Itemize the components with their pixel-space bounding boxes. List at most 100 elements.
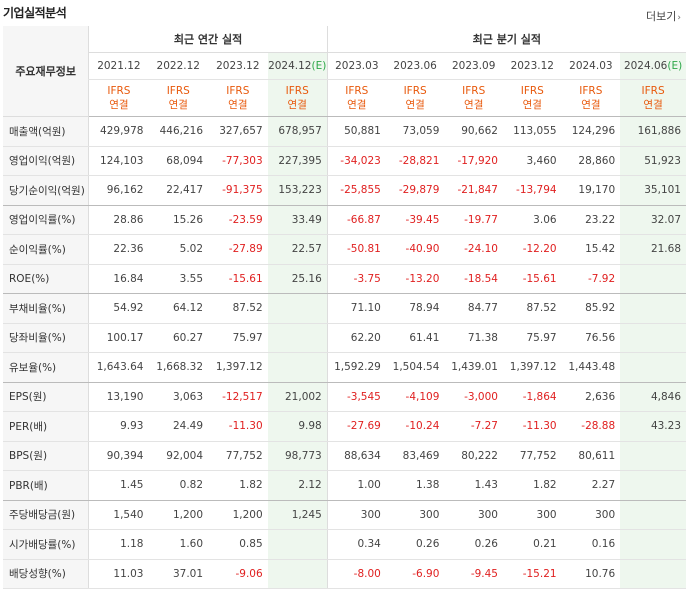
table-cell: 300	[444, 500, 503, 530]
table-cell: 3,460	[502, 146, 562, 176]
row-label: 영업이익률(%)	[3, 205, 89, 235]
table-cell: 300	[561, 500, 621, 530]
table-cell: 71.38	[444, 323, 503, 353]
section-title: 기업실적분석	[3, 6, 67, 20]
report-type-header: IFRS 연결	[88, 79, 149, 117]
report-scope: 연결	[109, 99, 129, 111]
table-cell: -11.30	[502, 411, 562, 442]
table-cell: 71.10	[326, 293, 386, 324]
table-cell: 1.38	[385, 470, 445, 501]
table-row: 당좌비율(%) 100.17 60.27 75.97 62.20 61.41 71.38 75…	[3, 323, 686, 353]
report-standard: IFRS	[462, 85, 486, 97]
table-cell: -27.89	[208, 234, 268, 265]
period-header: 2023.06	[385, 52, 445, 80]
table-cell: 62.20	[326, 323, 386, 353]
table-cell: 43.23	[620, 411, 686, 442]
table-cell: -25,855	[326, 175, 386, 206]
annual-group-header: 최근 연간 실적	[88, 26, 328, 53]
table-cell: -19.77	[444, 205, 503, 235]
table-row: BPS(원) 90,394 92,004 77,752 98,773 88,634 83,4…	[3, 441, 686, 471]
table-cell: 32.07	[620, 205, 686, 235]
table-cell: 2,636	[561, 382, 621, 412]
table-cell	[620, 559, 686, 589]
table-cell: 22.36	[88, 234, 149, 265]
table-row: PBR(배) 1.45 0.82 1.82 2.12 1.00 1.38 1.43 1.82 2.…	[3, 470, 686, 501]
table-cell: -23.59	[208, 205, 268, 235]
period-label: 2024.03	[569, 60, 613, 72]
table-cell: 13,190	[88, 382, 149, 412]
table-cell: 300	[502, 500, 562, 530]
table-cell: 2.27	[561, 470, 621, 501]
table-cell: 9.93	[88, 411, 149, 442]
table-cell: 0.85	[208, 529, 268, 560]
table-cell: 0.21	[502, 529, 562, 560]
table-cell: 3.06	[502, 205, 562, 235]
table-cell: 84.77	[444, 293, 503, 324]
report-scope: 연결	[643, 99, 663, 111]
report-standard: IFRS	[107, 85, 131, 97]
table-cell: -15.61	[502, 264, 562, 294]
period-header: 2023.12	[208, 52, 268, 80]
report-scope: 연결	[168, 99, 188, 111]
table-cell: 4,846	[620, 382, 686, 412]
table-cell: -3.75	[326, 264, 386, 294]
table-cell: 124,103	[88, 146, 149, 176]
table-cell: 446,216	[148, 116, 209, 147]
report-scope: 연결	[581, 99, 601, 111]
period-label: 2021.12	[97, 60, 141, 72]
table-cell: 28.86	[88, 205, 149, 235]
table-cell: 21,002	[267, 382, 328, 412]
table-cell: -15.61	[208, 264, 268, 294]
row-label: ROE(%)	[3, 264, 89, 294]
report-standard: IFRS	[641, 85, 665, 97]
table-cell: -34,023	[326, 146, 386, 176]
table-cell: -7.92	[561, 264, 621, 294]
table-cell: -29,879	[385, 175, 445, 206]
table-cell: -27.69	[326, 411, 386, 442]
table-cell: 22,417	[148, 175, 209, 206]
table-cell: 90,394	[88, 441, 149, 471]
table-cell: 16.84	[88, 264, 149, 294]
table-cell: 1.82	[208, 470, 268, 501]
report-standard: IFRS	[166, 85, 190, 97]
table-cell	[267, 529, 328, 560]
table-cell: -13.20	[385, 264, 445, 294]
table-cell: 1,443.48	[561, 352, 621, 383]
table-cell: 1,245	[267, 500, 328, 530]
table-cell: 227,395	[267, 146, 328, 176]
table-cell: 37.01	[148, 559, 209, 589]
report-type-header: IFRS 연결	[620, 79, 686, 117]
table-cell: 68,094	[148, 146, 209, 176]
table-cell	[267, 323, 328, 353]
more-link[interactable]: 더보기›	[646, 8, 681, 24]
table-cell: 24.49	[148, 411, 209, 442]
table-cell: 75.97	[208, 323, 268, 353]
table-cell: -10.24	[385, 411, 445, 442]
report-type-header: IFRS 연결	[444, 79, 503, 117]
table-cell	[620, 470, 686, 501]
table-cell	[267, 559, 328, 589]
table-cell: -13,794	[502, 175, 562, 206]
table-cell: 85.92	[561, 293, 621, 324]
table-row: 부채비율(%) 54.92 64.12 87.52 71.10 78.94 84.77 87.…	[3, 293, 686, 324]
table-cell: 51,923	[620, 146, 686, 176]
table-cell: 3.55	[148, 264, 209, 294]
quarter-group-header: 최근 분기 실적	[326, 26, 686, 53]
report-scope: 연결	[347, 99, 367, 111]
table-cell: 75.97	[502, 323, 562, 353]
table-cell	[620, 352, 686, 383]
row-label: 주당배당금(원)	[3, 500, 89, 530]
table-cell: 87.52	[502, 293, 562, 324]
table-row: 매출액(억원) 429,978 446,216 327,657 678,957 50,88…	[3, 116, 686, 147]
table-row: PER(배) 9.93 24.49 -11.30 9.98 -27.69 -10.24 -7.…	[3, 411, 686, 442]
table-cell	[267, 293, 328, 324]
table-cell: -3,000	[444, 382, 503, 412]
table-cell: 1.43	[444, 470, 503, 501]
report-scope: 연결	[287, 99, 307, 111]
report-type-header: IFRS 연결	[385, 79, 445, 117]
table-cell	[620, 293, 686, 324]
table-cell: 3,063	[148, 382, 209, 412]
table-row: EPS(원) 13,190 3,063 -12,517 21,002 -3,545 -4,1…	[3, 382, 686, 412]
table-cell: -4,109	[385, 382, 445, 412]
row-label: 당기순이익(억원)	[3, 175, 89, 206]
